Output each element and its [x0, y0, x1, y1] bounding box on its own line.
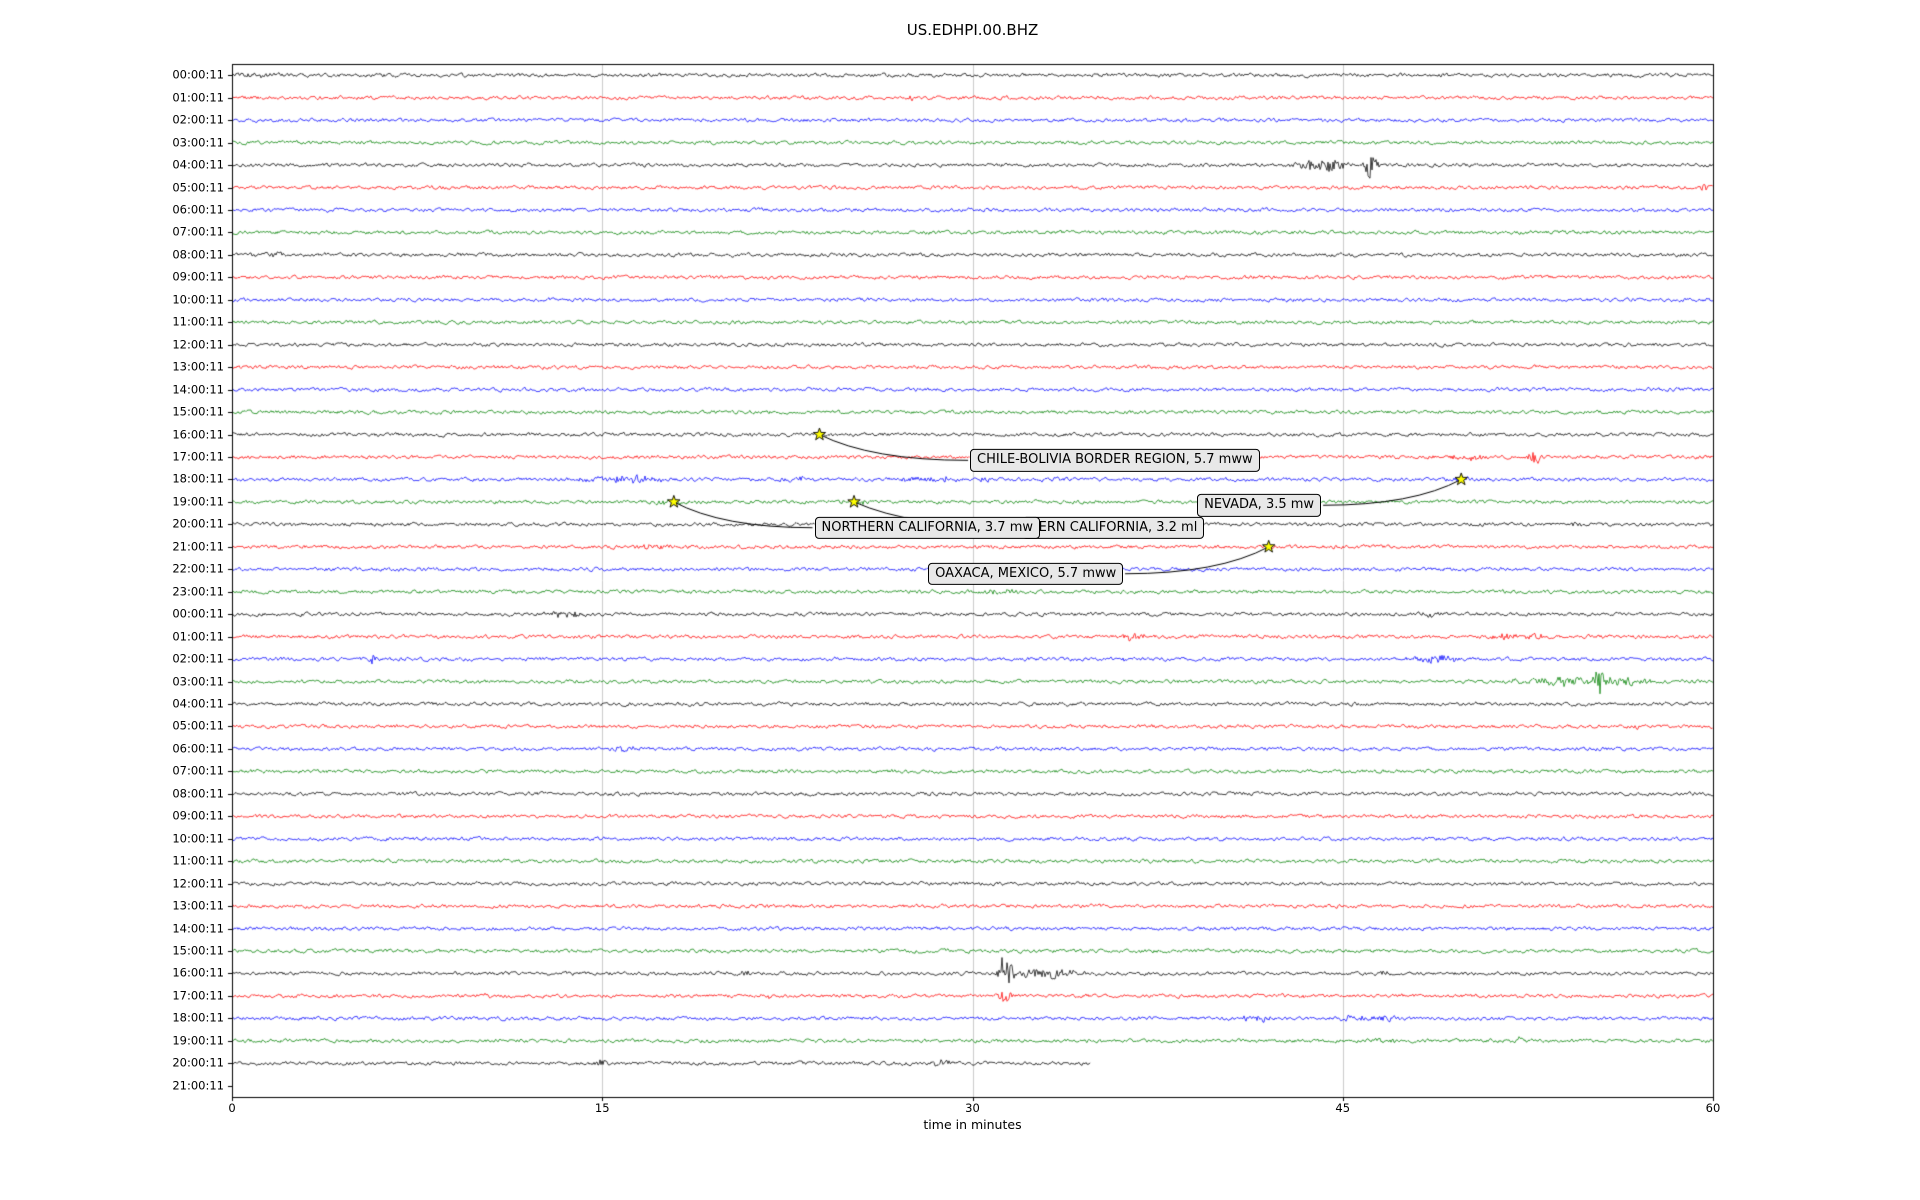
x-tick-label: 60 [1705, 1101, 1721, 1115]
y-axis-label: 22:00:11 [172, 561, 224, 576]
y-axis-label: 08:00:11 [172, 786, 224, 801]
y-axis-label: 09:00:11 [172, 269, 224, 284]
y-axis-label: 06:00:11 [172, 202, 224, 217]
x-axis-title: time in minutes [923, 1117, 1022, 1132]
y-axis-label: 05:00:11 [172, 718, 224, 733]
y-axis-label: 11:00:11 [172, 314, 224, 329]
y-axis-label: 07:00:11 [172, 224, 224, 239]
x-tick-label: 45 [1335, 1101, 1351, 1115]
y-axis-label: 08:00:11 [172, 247, 224, 262]
y-axis-label: 21:00:11 [172, 1078, 224, 1093]
y-axis-label: 18:00:11 [172, 471, 224, 486]
y-axis-label: 02:00:11 [172, 112, 224, 127]
y-axis-label: 12:00:11 [172, 875, 224, 890]
y-axis-label: 13:00:11 [172, 359, 224, 374]
y-axis-label: 20:00:11 [172, 516, 224, 531]
y-axis-label: 23:00:11 [172, 583, 224, 598]
y-axis-label: 16:00:11 [172, 965, 224, 980]
y-axis-label: 17:00:11 [172, 449, 224, 464]
y-axis-label: 06:00:11 [172, 741, 224, 756]
event-label: HERN CALIFORNIA, 3.2 ml [1021, 516, 1205, 539]
y-axis-label: 10:00:11 [172, 831, 224, 845]
y-axis-label: 04:00:11 [172, 157, 224, 172]
y-axis-label: 15:00:11 [172, 943, 224, 958]
y-axis-label: 10:00:11 [172, 292, 224, 307]
event-label: OAXACA, MEXICO, 5.7 mww [928, 562, 1124, 585]
event-label: NEVADA, 3.5 mw [1197, 494, 1322, 517]
y-axis-label: 05:00:11 [172, 179, 224, 194]
y-axis-label: 03:00:11 [172, 134, 224, 149]
y-axis-label: 01:00:11 [172, 628, 224, 643]
y-axis-label: 02:00:11 [172, 651, 224, 666]
y-axis-label: 14:00:11 [172, 381, 224, 396]
y-axis-label: 09:00:11 [172, 808, 224, 823]
event-label: CHILE-BOLIVIA BORDER REGION, 5.7 mww [970, 449, 1260, 472]
y-axis-label: 01:00:11 [172, 89, 224, 104]
y-axis-label: 00:00:11 [172, 606, 224, 621]
y-axis-label: 17:00:11 [172, 988, 224, 1003]
y-axis-label: 03:00:11 [172, 673, 224, 688]
y-axis-label: 12:00:11 [172, 336, 224, 351]
event-label: NORTHERN CALIFORNIA, 3.7 mw [814, 516, 1040, 539]
y-axis-label: 14:00:11 [172, 920, 224, 935]
figure-title: US.EDHPI.00.BHZ [906, 21, 1039, 39]
y-axis-label: 11:00:11 [172, 853, 224, 868]
x-tick-label: 15 [594, 1101, 610, 1115]
y-axis-label: 21:00:11 [172, 539, 224, 554]
y-axis-label: 07:00:11 [172, 763, 224, 778]
y-axis-label: 20:00:11 [172, 1055, 224, 1070]
y-axis-label: 00:00:11 [172, 67, 224, 82]
y-axis-label: 18:00:11 [172, 1010, 224, 1025]
x-tick-label: 0 [228, 1101, 236, 1115]
y-axis-label: 15:00:11 [172, 404, 224, 419]
y-axis-label: 04:00:11 [172, 696, 224, 711]
y-axis-label: 16:00:11 [172, 426, 224, 441]
x-tick-label: 30 [965, 1101, 980, 1115]
y-axis-label: 13:00:11 [172, 898, 224, 913]
y-axis-label: 19:00:11 [172, 494, 224, 509]
y-axis-label: 19:00:11 [172, 1033, 224, 1048]
